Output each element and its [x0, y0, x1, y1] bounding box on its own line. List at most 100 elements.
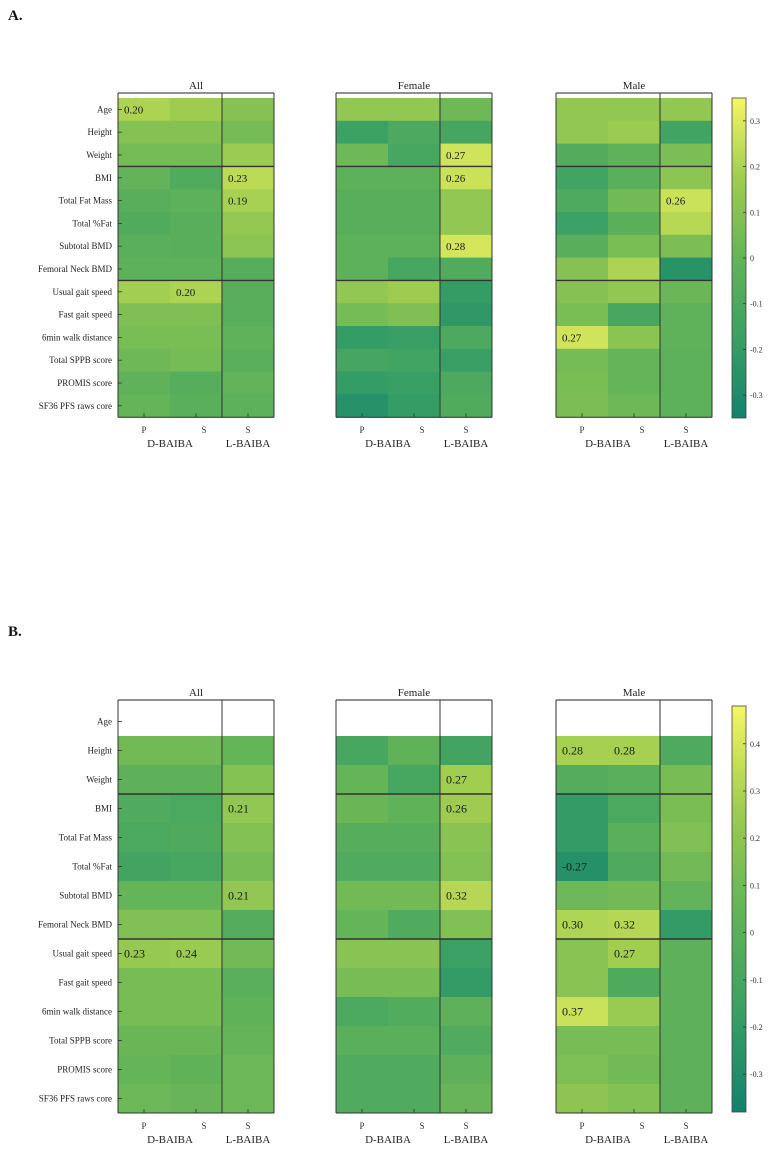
heatmap-cell	[388, 736, 441, 766]
heatmap-cell	[170, 910, 223, 940]
heatmap-cell	[608, 736, 661, 766]
column-label-d-baiba: D-BAIBA	[147, 438, 193, 450]
heatmap-cell	[608, 968, 661, 998]
heatmap-cell	[440, 394, 493, 418]
heatmap-cell	[170, 98, 223, 122]
heatmap-cell	[608, 234, 661, 259]
heatmap-cell	[608, 939, 661, 969]
heatmap-cell	[388, 823, 441, 853]
heatmap-cell	[608, 212, 661, 236]
colorbar-tick-label: 0.1	[750, 208, 760, 217]
group-label-female: Female	[398, 80, 430, 92]
heatmap-cell	[170, 303, 223, 327]
heatmap-cell	[556, 257, 609, 281]
colorbar-tick-label: 0.3	[750, 787, 760, 796]
heatmap-cell	[440, 852, 493, 882]
colorbar-tick-label: 0.4	[750, 740, 760, 749]
colorbar-tick-label: -0.3	[750, 1070, 763, 1079]
group-label-all: All	[189, 80, 203, 92]
heatmap-cell	[556, 348, 609, 373]
column-sub-label: S	[245, 425, 250, 435]
value-label: 0.27	[562, 332, 582, 344]
heatmap-cell	[440, 910, 493, 940]
heatmap-cell	[388, 1084, 441, 1114]
row-label: Usual gait speed	[53, 287, 113, 297]
column-sub-label: S	[201, 1121, 206, 1131]
value-label: 0.27	[614, 947, 635, 961]
heatmap-cell	[440, 234, 493, 259]
heatmap-cell	[440, 1055, 493, 1085]
heatmap-cell	[336, 280, 389, 304]
heatmap-cell	[660, 143, 713, 167]
group-label-male: Male	[623, 687, 646, 699]
heatmap-cell	[388, 968, 441, 998]
heatmap-cell	[118, 98, 171, 122]
heatmap-cell	[222, 852, 275, 882]
heatmap-cell	[336, 371, 389, 395]
heatmap-cell	[118, 371, 171, 395]
heatmap-cell	[608, 303, 661, 327]
heatmap-cell	[222, 212, 275, 236]
heatmap-cell	[660, 257, 713, 281]
heatmap-cell	[118, 1055, 171, 1085]
heatmap-cell	[388, 212, 441, 236]
heatmap-cell	[336, 1084, 389, 1114]
heatmap-cell	[660, 794, 713, 824]
heatmap-cell	[336, 98, 389, 122]
heatmap-cell	[170, 143, 223, 167]
value-label: 0.24	[176, 947, 197, 961]
heatmap-cell	[608, 1055, 661, 1085]
heatmap-cell	[660, 166, 713, 190]
row-label: 6min walk distance	[42, 332, 112, 342]
heatmap-cell	[170, 881, 223, 911]
value-label: 0.28	[614, 744, 635, 758]
heatmap-cell	[170, 166, 223, 190]
heatmap-cell	[336, 910, 389, 940]
row-label: Femoral Neck BMD	[38, 920, 112, 930]
row-label: BMI	[95, 173, 112, 183]
heatmap-cell	[222, 303, 275, 327]
value-label: 0.23	[228, 173, 248, 185]
group-label-male: Male	[623, 80, 646, 92]
heatmap-cell	[118, 1084, 171, 1114]
heatmap-cell	[388, 166, 441, 190]
heatmap-cell	[660, 212, 713, 236]
heatmap-cell	[608, 189, 661, 213]
heatmap-cell	[170, 394, 223, 418]
heatmap-cell	[388, 257, 441, 281]
heatmap-cell	[118, 166, 171, 190]
column-sub-label: S	[683, 425, 688, 435]
row-label: Femoral Neck BMD	[38, 264, 112, 274]
heatmap-cell	[440, 120, 493, 145]
panel-label: B.	[8, 624, 22, 640]
heatmap-cell	[440, 823, 493, 853]
heatmap-cell	[556, 120, 609, 145]
heatmap-cell	[336, 143, 389, 167]
heatmap-cell	[118, 881, 171, 911]
column-sub-label: S	[639, 1121, 644, 1131]
heatmap-cell	[388, 348, 441, 373]
row-label: 6min walk distance	[42, 1007, 112, 1017]
heatmap-cell	[222, 143, 275, 167]
heatmap-cell	[556, 823, 609, 853]
heatmap-cell	[170, 939, 223, 969]
value-label: 0.26	[446, 802, 467, 816]
heatmap-cell	[556, 1084, 609, 1114]
heatmap-cell	[440, 765, 493, 795]
value-label: 0.28	[446, 241, 466, 253]
heatmap-cell	[660, 823, 713, 853]
column-sub-label: S	[463, 425, 468, 435]
heatmap-cell	[336, 348, 389, 373]
heatmap-cell	[222, 326, 275, 350]
row-label: Weight	[86, 150, 112, 160]
heatmap-cell	[608, 371, 661, 395]
heatmap-cell	[556, 371, 609, 395]
value-label: 0.19	[228, 196, 248, 208]
column-sub-label: S	[201, 425, 206, 435]
heatmap-cell	[388, 997, 441, 1027]
heatmap-cell	[118, 189, 171, 213]
column-label-l-baiba: L-BAIBA	[226, 438, 271, 450]
heatmap-cell	[118, 212, 171, 236]
value-label: 0.37	[562, 1005, 583, 1019]
heatmap-cell	[336, 1055, 389, 1085]
